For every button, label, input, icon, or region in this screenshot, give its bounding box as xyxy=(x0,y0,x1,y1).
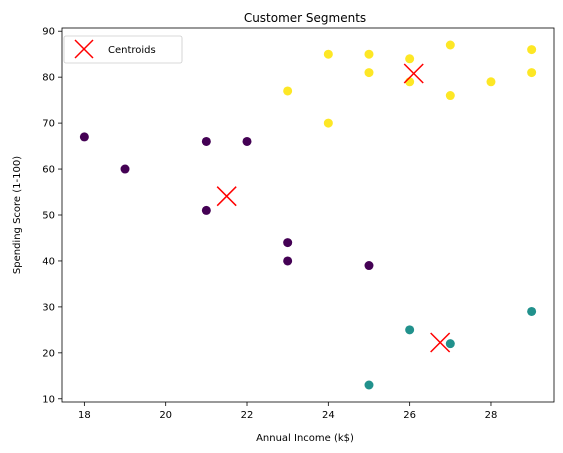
data-point-cluster-2 xyxy=(323,49,333,59)
y-tick-label: 20 xyxy=(42,348,55,359)
legend-box xyxy=(63,35,183,64)
chart-title: Customer Segments xyxy=(244,11,366,25)
data-point-cluster-0 xyxy=(201,136,211,146)
data-point-cluster-1 xyxy=(364,380,374,390)
y-axis: 10 20 30 40 50 60 70 80 90 xyxy=(42,27,62,405)
centroid-marker xyxy=(403,63,424,84)
data-point-cluster-0 xyxy=(242,136,252,146)
data-point-cluster-2 xyxy=(486,77,496,87)
x-tick-label: 26 xyxy=(403,410,416,421)
data-point-cluster-0 xyxy=(201,205,211,215)
data-point-cluster-0 xyxy=(79,132,89,142)
data-point-cluster-2 xyxy=(445,40,455,50)
y-tick-label: 60 xyxy=(42,165,55,176)
x-axis-label: Annual Income (k$) xyxy=(256,433,354,444)
x-axis: 18 20 22 24 26 28 xyxy=(78,402,497,421)
plot-area xyxy=(62,28,554,402)
centroid-marker xyxy=(216,186,237,207)
x-tick-label: 20 xyxy=(159,410,172,421)
data-point-cluster-0 xyxy=(120,164,130,174)
x-tick-label: 28 xyxy=(485,410,498,421)
y-tick-label: 90 xyxy=(42,27,55,38)
data-point-cluster-1 xyxy=(527,306,537,316)
legend-centroid-marker xyxy=(74,39,94,59)
y-tick-label: 50 xyxy=(42,211,55,222)
data-point-cluster-2 xyxy=(364,68,374,78)
data-point-cluster-2 xyxy=(405,54,415,64)
data-point-cluster-1 xyxy=(445,339,455,349)
legend: Centroids xyxy=(63,35,183,64)
data-point-cluster-2 xyxy=(527,45,537,55)
data-point-cluster-0 xyxy=(283,238,293,248)
data-point-cluster-2 xyxy=(283,86,293,96)
data-point-cluster-1 xyxy=(405,325,415,335)
x-tick-label: 24 xyxy=(322,410,335,421)
data-point-cluster-0 xyxy=(283,256,293,266)
data-point-cluster-2 xyxy=(323,118,333,128)
y-tick-label: 70 xyxy=(42,119,55,130)
legend-label-centroids: Centroids xyxy=(108,45,156,56)
y-tick-label: 40 xyxy=(42,256,55,267)
x-tick-label: 22 xyxy=(241,410,254,421)
legend-centroid-x xyxy=(74,39,94,59)
x-tick-label: 18 xyxy=(78,410,91,421)
y-axis-label: Spending Score (1-100) xyxy=(12,156,23,274)
data-point-cluster-0 xyxy=(364,261,374,271)
plot-frame xyxy=(61,27,555,403)
y-tick-label: 30 xyxy=(42,302,55,313)
data-marks xyxy=(79,40,537,390)
y-tick-label: 80 xyxy=(42,73,55,84)
data-point-cluster-2 xyxy=(364,49,374,59)
y-tick-label: 10 xyxy=(42,394,55,405)
centroid-marker xyxy=(430,332,451,353)
data-point-cluster-2 xyxy=(527,68,537,78)
data-point-cluster-2 xyxy=(445,91,455,101)
